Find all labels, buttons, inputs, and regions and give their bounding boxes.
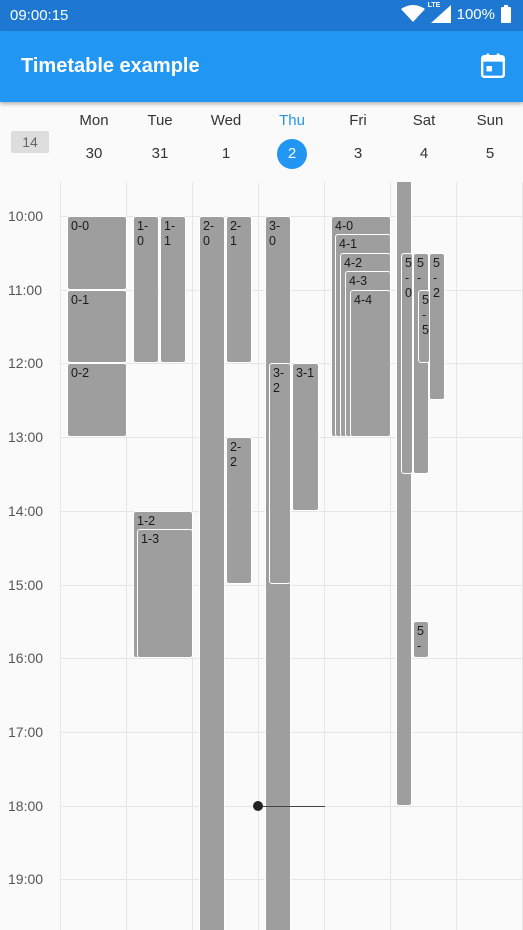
event-0-0-0[interactable]: 0-0 — [67, 216, 127, 290]
hour-line — [60, 510, 523, 512]
event-1-0-3[interactable]: 1-0 — [133, 216, 159, 364]
page-title: Timetable example — [21, 55, 200, 77]
hour-line — [60, 658, 523, 660]
event-5-0-19[interactable]: 5-0 — [401, 252, 413, 474]
event-0-1-1[interactable]: 0-1 — [67, 289, 127, 364]
event-5-5-22[interactable]: 5-5 — [418, 289, 430, 364]
event-0-2-2[interactable]: 0-2 — [67, 363, 127, 438]
week-header — [0, 102, 523, 182]
hour-line — [60, 216, 523, 217]
event-3-2-11[interactable]: 3-2 — [269, 363, 291, 585]
day-divider — [456, 182, 457, 930]
hour-label: 17:00 — [8, 723, 44, 740]
status-bar: 09:00:15 LTE 100% — [0, 0, 523, 31]
event-3-1-12[interactable]: 3-1 — [292, 363, 319, 511]
event-2-1-8[interactable]: 2-1 — [226, 216, 252, 364]
day-divider — [390, 182, 391, 930]
hour-line — [60, 584, 523, 586]
hour-line — [60, 363, 523, 365]
hour-line — [60, 731, 523, 733]
hour-label: 19:00 — [8, 871, 44, 888]
battery-percent: 100% — [456, 5, 495, 23]
day-date-fri[interactable]: 3 — [353, 145, 363, 162]
status-icons: LTE 100% — [400, 2, 511, 23]
day-date-tue[interactable]: 31 — [151, 145, 169, 162]
day-name-mon[interactable]: Mon — [79, 112, 109, 129]
day-name-sat[interactable]: Sat — [412, 112, 436, 129]
hour-label: 14:00 — [8, 502, 44, 519]
week-number[interactable]: 14 — [11, 131, 49, 153]
day-divider — [324, 182, 325, 930]
day-date-mon[interactable]: 30 — [85, 145, 103, 162]
event-5--23[interactable]: 5- — [413, 621, 429, 659]
app-bar: Timetable example — [0, 31, 523, 102]
event-2-2-9[interactable]: 2-2 — [226, 437, 252, 585]
hour-label: 16:00 — [8, 650, 44, 667]
timetable-grid[interactable]: 10:00 11:00 12:00 13:00 14:00 15:00 16:00 17:00… — [0, 182, 523, 930]
event-4-4-17[interactable]: 4-4 — [350, 289, 391, 438]
day-date-sun[interactable]: 5 — [485, 145, 495, 162]
event-5--20[interactable]: 5- — [413, 252, 429, 474]
event-1-1-4[interactable]: 1-1 — [160, 216, 186, 364]
event-1-3-6[interactable]: 1-3 — [137, 529, 193, 659]
battery-icon — [501, 5, 511, 23]
hour-label: 13:00 — [8, 429, 44, 446]
event-2-0-7[interactable]: 2-0 — [199, 216, 225, 930]
day-date-thu[interactable]: 2 — [260, 139, 324, 169]
day-date-sat[interactable]: 4 — [419, 145, 429, 162]
day-name-sun[interactable]: Sun — [476, 112, 504, 129]
day-name-fri[interactable]: Fri — [349, 112, 367, 129]
hour-label: 15:00 — [8, 576, 44, 593]
signal-icon: LTE — [428, 2, 451, 23]
event-5-2-21[interactable]: 5-2 — [429, 252, 445, 401]
status-time: 09:00:15 — [10, 7, 69, 24]
hour-label: 12:00 — [8, 355, 44, 372]
wifi-icon — [400, 5, 425, 22]
day-divider — [126, 182, 127, 930]
current-time-dot — [253, 800, 263, 811]
current-time-line — [259, 805, 325, 807]
day-date-wed[interactable]: 1 — [221, 145, 231, 162]
day-name-tue[interactable]: Tue — [147, 112, 173, 129]
hour-label: 10:00 — [8, 208, 44, 224]
hour-label: 11:00 — [8, 281, 42, 298]
day-name-wed[interactable]: Wed — [210, 112, 242, 129]
day-divider — [60, 182, 61, 930]
hour-label: 18:00 — [8, 797, 44, 814]
day-name-thu[interactable]: Thu — [279, 112, 305, 129]
day-divider — [258, 182, 259, 930]
calendar-icon[interactable] — [480, 53, 506, 79]
hour-line — [60, 289, 523, 291]
hour-line — [60, 879, 523, 881]
hour-line — [60, 437, 523, 439]
